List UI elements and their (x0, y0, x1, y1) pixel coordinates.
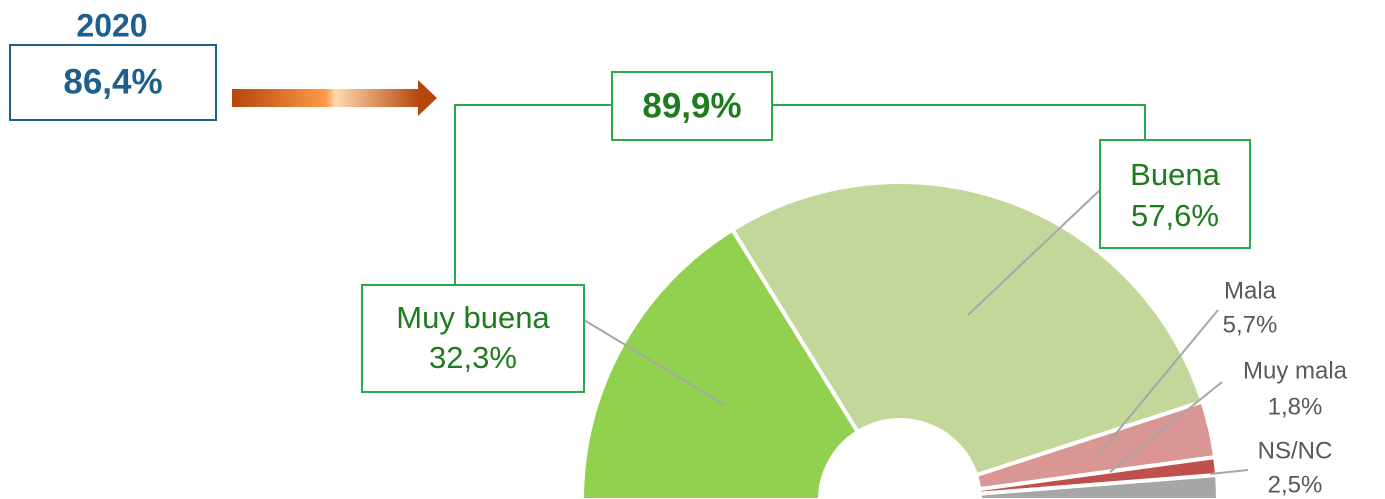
value-label: 32,3% (429, 340, 517, 375)
leader-line (1109, 381, 1223, 473)
label-box (361, 284, 585, 393)
leader-line (967, 189, 1101, 316)
slice (580, 226, 861, 499)
category-label: NS/NC (1258, 437, 1333, 464)
value-label: 57,6% (1131, 198, 1219, 233)
category-label: Muy mala (1243, 357, 1348, 384)
arrow-head (418, 80, 437, 116)
category-label: Muy buena (396, 300, 550, 335)
bracket (772, 104, 1146, 140)
previous-total: 86,4% (63, 62, 162, 101)
previous-year: 2020 (76, 7, 147, 43)
slice (977, 472, 1220, 499)
positive-total: 89,9% (642, 86, 741, 125)
slices (580, 179, 1220, 499)
value-label: 2,5% (1268, 471, 1323, 498)
category-label: Mala (1224, 277, 1277, 304)
label-box (1099, 139, 1251, 249)
total-box (611, 71, 773, 141)
leader-line (583, 319, 726, 406)
leader-line (1097, 309, 1219, 456)
arrow-body (232, 89, 420, 107)
previous-box (9, 44, 217, 121)
value-label: 1,8% (1268, 393, 1323, 420)
value-label: 5,7% (1223, 311, 1278, 338)
category-label: Buena (1130, 157, 1220, 192)
leader-line (1209, 469, 1249, 475)
bracket (454, 104, 612, 285)
slice (729, 179, 1205, 478)
